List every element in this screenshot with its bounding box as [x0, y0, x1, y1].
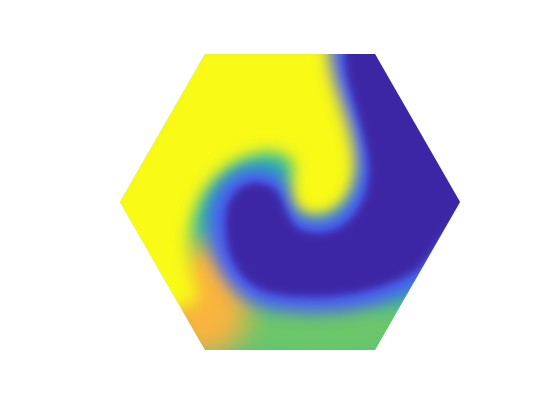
hexagon-field [120, 54, 460, 350]
field-green [210, 290, 430, 350]
